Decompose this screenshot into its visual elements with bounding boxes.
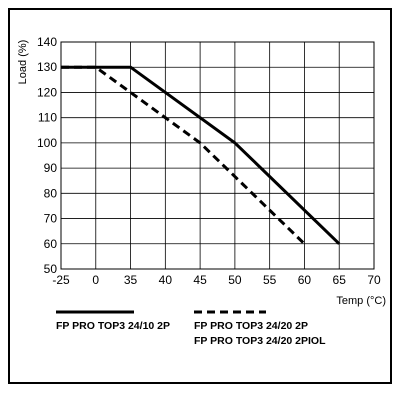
x-tick-label: 0 <box>92 273 99 287</box>
y-tick-label: 90 <box>44 161 58 175</box>
y-tick-label: 140 <box>37 35 57 49</box>
y-tick-label: 130 <box>37 60 57 74</box>
x-tick-label: 45 <box>193 273 207 287</box>
plot-area-border <box>60 41 375 270</box>
legend-label-series-2-line-2: FP PRO TOP3 24/20 2PIOL <box>194 335 326 347</box>
y-axis-label: Load (%) <box>17 40 29 85</box>
x-tick-label: 60 <box>298 273 312 287</box>
series-lines <box>61 65 341 245</box>
x-tick-label: 70 <box>367 273 381 287</box>
y-tick-label: 80 <box>44 186 58 200</box>
series-line-2 <box>61 65 306 245</box>
y-tick-label: 60 <box>44 237 58 251</box>
y-tick-label: 50 <box>44 262 58 276</box>
legend-label-series-1: FP PRO TOP3 24/10 2P <box>56 320 170 332</box>
y-tick-label: 70 <box>44 212 58 226</box>
x-tick-label: -25 <box>52 273 70 287</box>
y-tick-label: 110 <box>38 111 57 125</box>
grid <box>60 41 375 270</box>
tick-labels: -25 0 35 40 45 50 55 60 65 70 50 60 70 80 90 100 110 120 1… <box>37 35 381 287</box>
series-line-1 <box>61 65 341 245</box>
y-tick-label: 100 <box>37 136 57 150</box>
legend: FP PRO TOP3 24/10 2P FP PRO TOP3 24/20 2P… <box>56 310 326 347</box>
chart-frame <box>8 8 392 384</box>
x-tick-label: 40 <box>159 273 173 287</box>
y-tick-label: 120 <box>37 85 57 99</box>
x-axis-label: Temp (°C) <box>336 295 386 307</box>
x-tick-label: 55 <box>263 273 277 287</box>
x-tick-label: 65 <box>333 273 347 287</box>
x-tick-label: 35 <box>124 273 138 287</box>
x-tick-label: 50 <box>228 273 242 287</box>
legend-label-series-2-line-1: FP PRO TOP3 24/20 2P <box>194 320 308 332</box>
